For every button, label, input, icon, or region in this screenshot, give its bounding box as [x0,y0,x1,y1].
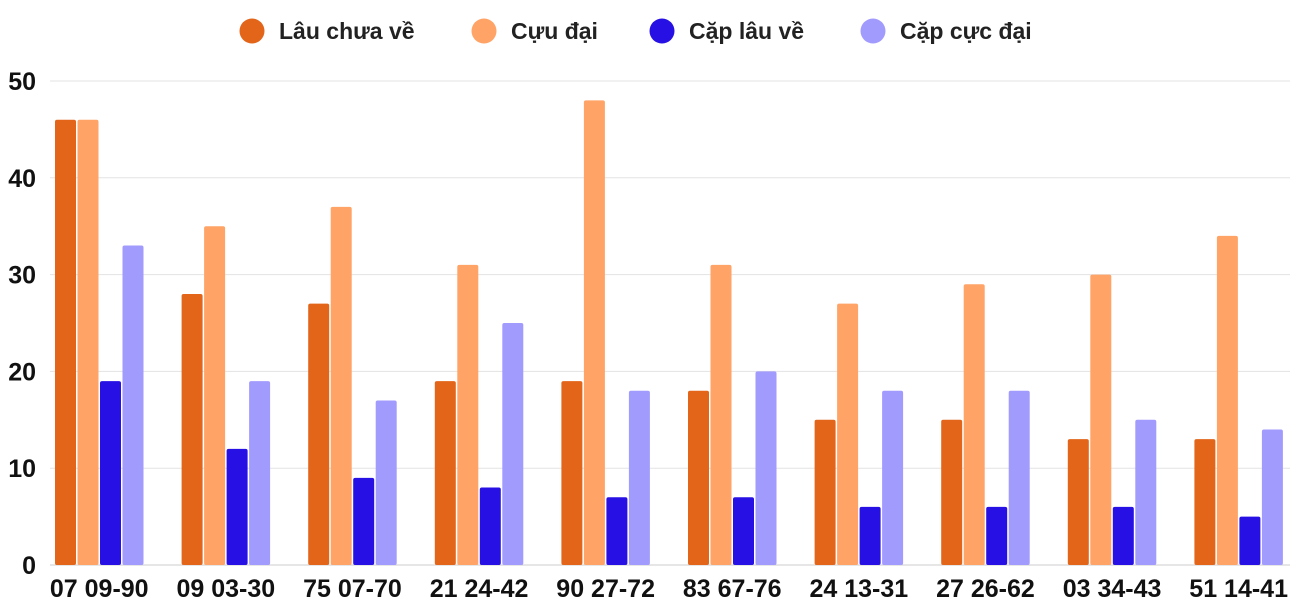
x-category-label: 09 03-30 [176,575,275,600]
bar-4 [628,390,650,565]
bar-3 [100,381,121,565]
bar-3 [1112,506,1134,565]
legend-label: Cặp cực đại [900,18,1032,44]
y-tick-label: 10 [8,455,36,483]
bar-4 [755,371,777,565]
bar-3 [986,506,1008,565]
y-tick-label: 40 [8,165,36,193]
x-category-label: 21 24-42 [430,575,529,600]
legend-swatch [649,18,675,44]
bar-3 [1239,516,1261,565]
bar-2 [963,284,985,565]
bar-2 [77,119,99,565]
x-category-label: 75 07-70 [303,575,402,600]
x-category-label: 90 27-72 [556,575,655,600]
bar-2 [204,226,226,565]
x-axis-categories: 07 09-90 09 03-30 75 07-70 21 24-42 90 27-72… [50,575,1288,600]
y-tick-label: 0 [22,552,36,580]
bar-1 [1194,439,1216,565]
legend-swatch [239,18,265,44]
bar-2 [583,100,605,566]
bar-1 [561,381,583,565]
y-tick-label: 20 [8,358,36,386]
bar-4 [249,381,271,565]
bar-4 [882,390,904,565]
bar-1 [1067,439,1089,565]
legend-swatch [860,18,886,44]
bar-4 [122,245,144,565]
y-axis-ticks: 0 10 20 30 40 50 [8,68,36,580]
y-tick-label: 30 [8,262,36,290]
bar-4 [1261,429,1283,565]
x-category-label: 24 13-31 [809,575,908,600]
x-category-label: 07 09-90 [50,575,149,600]
bar-3 [479,487,501,565]
bar-1 [308,303,330,565]
bar-2 [330,206,352,565]
legend-label: Lâu chưa về [279,18,415,44]
bar-1 [181,293,203,565]
bar-2 [457,264,479,565]
bar-3 [353,477,375,565]
bar-2 [837,303,859,565]
y-tick-label: 50 [8,68,36,96]
bars [55,100,1283,566]
bar-4 [375,400,397,565]
bar-3 [733,497,754,565]
x-category-label: 51 14-41 [1189,575,1288,600]
bar-2 [1090,274,1112,565]
legend-label: Cựu đại [511,18,598,44]
x-category-label: 27 26-62 [936,575,1035,600]
bar-1 [55,119,76,565]
bar-3 [859,506,881,565]
bar-4 [502,323,524,565]
bar-3 [226,448,248,565]
bar-1 [814,419,836,565]
bar-4 [1135,419,1157,565]
legend: Lâu chưa về Cựu đại Cặp lâu về Cặp cực đại [239,18,1032,44]
bar-1 [688,390,709,565]
bar-2 [710,264,732,565]
bar-4 [1008,390,1030,565]
bar-3 [606,497,628,565]
legend-label: Cặp lâu về [689,18,804,44]
legend-swatch [471,18,497,44]
bar-1 [941,419,963,565]
bar-2 [1216,235,1238,565]
x-category-label: 03 34-43 [1063,575,1162,600]
x-category-label: 83 67-76 [683,575,782,600]
bar-1 [434,381,456,565]
